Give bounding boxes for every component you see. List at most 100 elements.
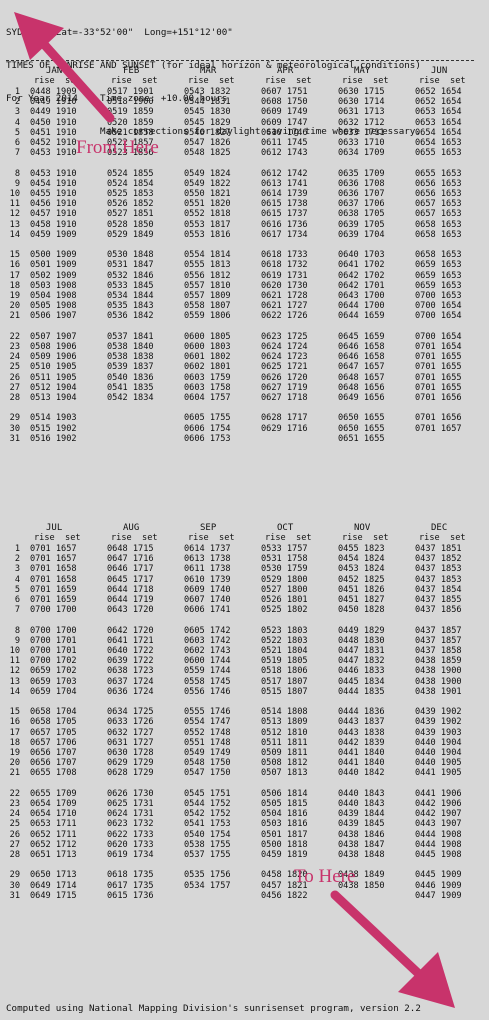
rise-set-cell: 0626 1730 xyxy=(107,788,154,799)
rise-set-cell: 0437 1852 xyxy=(415,554,462,565)
rise-set-cell: 0656 1653 xyxy=(415,189,462,199)
rise-set-cell: 0512 1904 xyxy=(30,382,77,393)
rise-set-cell: 0627 1718 xyxy=(261,393,308,403)
rise-set-cell: 0659 1704 xyxy=(30,686,77,697)
rise-set-cell: 0648 1657 xyxy=(338,372,385,383)
rise-set-cell: 0609 1740 xyxy=(184,584,231,595)
rise-set-cell: 0446 1833 xyxy=(338,666,385,677)
rise-set-cell: 0513 1904 xyxy=(30,393,77,403)
rise-set-cell: 0642 1701 xyxy=(338,280,385,291)
rise-set-cell: 0613 1741 xyxy=(261,178,308,189)
rise-set-cell: 0632 1727 xyxy=(107,727,154,738)
rise-set-cell: 0514 1808 xyxy=(261,707,308,718)
rise-set-cell: 0700 1700 xyxy=(30,605,77,616)
day-number: 4 xyxy=(14,117,20,128)
rise-set-cell: 0538 1755 xyxy=(184,839,231,850)
rise-set-cell: 0650 1713 xyxy=(30,870,77,881)
rise-set-cell: 0541 1835 xyxy=(107,382,154,393)
rise-set-cell: 0442 1839 xyxy=(338,737,385,748)
rise-set-cell: 0440 1904 xyxy=(415,737,462,748)
day-number: 7 xyxy=(14,148,20,159)
day-number: 25 xyxy=(9,362,20,373)
rise-set-cell: 0608 1750 xyxy=(261,97,308,108)
rise-set-cell: 0616 1736 xyxy=(261,219,308,230)
rise-set-cell: 0530 1848 xyxy=(107,250,154,261)
rise-set-cell: 0538 1838 xyxy=(107,352,154,363)
rise-set-cell: 0518 1806 xyxy=(261,666,308,677)
day-number: 7 xyxy=(14,605,20,616)
rise-set-cell: 0515 1902 xyxy=(30,423,77,434)
rise-set-cell: 0649 1715 xyxy=(30,890,77,901)
day-number: 29 xyxy=(9,870,20,881)
rise-set-cell: 0646 1658 xyxy=(338,342,385,352)
day-number: 31 xyxy=(9,890,20,901)
rise-set-cell: 0644 1700 xyxy=(338,301,385,312)
rise-set-cell: 0558 1807 xyxy=(184,301,231,312)
rise-set-cell: 0701 1656 xyxy=(415,393,462,403)
rise-set-cell: 0515 1807 xyxy=(261,686,308,697)
rise-set-cell: 0655 1708 xyxy=(30,768,77,779)
rise-set-cell: 0603 1759 xyxy=(184,372,231,383)
day-number: 18 xyxy=(9,737,20,748)
rise-set-cell: 0637 1706 xyxy=(338,199,385,210)
rise-set-cell: 0632 1712 xyxy=(338,117,385,128)
rise-set-cell: 0633 1710 xyxy=(338,138,385,148)
rise-set-cell: 0536 1842 xyxy=(107,311,154,322)
rise-set-cell: 0537 1841 xyxy=(107,331,154,342)
rise-set-cell: 0549 1822 xyxy=(184,178,231,189)
rise-set-cell: 0644 1719 xyxy=(107,595,154,605)
rise-set-cell: 0655 1653 xyxy=(415,148,462,159)
rise-set-cell: 0647 1716 xyxy=(107,554,154,565)
rise-set-cell: 0554 1814 xyxy=(184,250,231,261)
rise-set-cell: 0440 1905 xyxy=(415,758,462,769)
rise-set-cell: 0447 1909 xyxy=(415,890,462,901)
rise-set-cell: 0458 1910 xyxy=(30,219,77,230)
rise-set-cell: 0500 1909 xyxy=(30,250,77,261)
rise-set-cell: 0617 1735 xyxy=(107,880,154,891)
rise-set-cell: 0533 1757 xyxy=(261,544,308,554)
day-number: 24 xyxy=(9,809,20,820)
month-label: JAN xyxy=(46,66,63,76)
rise-set-cell: 0601 1802 xyxy=(184,352,231,363)
rise-set-cell: 0659 1653 xyxy=(415,280,462,291)
rise-set-cell: 0440 1904 xyxy=(415,748,462,758)
rise-set-cell: 0451 1910 xyxy=(30,127,77,138)
rise-set-cell: 0556 1746 xyxy=(184,686,231,697)
rise-set-cell: 0636 1724 xyxy=(107,686,154,697)
rise-set-cell: 0658 1653 xyxy=(415,250,462,261)
rise-set-cell: 0458 1820 xyxy=(261,870,308,881)
rise-set-cell: 0640 1703 xyxy=(338,250,385,261)
rise-set-cell: 0543 1832 xyxy=(184,87,231,97)
header-title-line: TIMES OF SUNRISE AND SUNSET (for ideal h… xyxy=(6,60,421,71)
rise-set-cell: 0506 1814 xyxy=(261,788,308,799)
month-label: FEB xyxy=(123,66,140,76)
day-number: 13 xyxy=(9,219,20,230)
month-label: OCT xyxy=(277,523,294,533)
rise-set-cell: 0645 1659 xyxy=(338,331,385,342)
month-label: SEP xyxy=(200,523,217,533)
rise-set-cell: 0610 1739 xyxy=(184,574,231,585)
rise-set-cell: 0500 1818 xyxy=(261,839,308,850)
day-number: 3 xyxy=(14,107,20,118)
rise-set-cell: 0611 1745 xyxy=(261,138,308,148)
rise-set-cell: 0445 1834 xyxy=(338,676,385,687)
rise-set-cell: 0701 1655 xyxy=(415,362,462,373)
rise-set-cell: 0629 1729 xyxy=(107,758,154,769)
rise-set-cell: 0446 1909 xyxy=(415,880,462,891)
day-number: 30 xyxy=(9,880,20,891)
rise-set-cell: 0534 1757 xyxy=(184,880,231,891)
rise-set-cell: 0525 1802 xyxy=(261,605,308,616)
rise-set-cell: 0659 1653 xyxy=(415,260,462,271)
rise-set-cell: 0638 1723 xyxy=(107,666,154,677)
rise-set-cell: 0444 1908 xyxy=(415,829,462,840)
rise-set-header: rise set xyxy=(265,76,312,86)
rise-set-cell: 0701 1659 xyxy=(30,584,77,595)
day-number: 9 xyxy=(14,178,20,189)
day-number: 25 xyxy=(9,819,20,830)
day-number: 4 xyxy=(14,574,20,585)
rise-set-cell: 0701 1656 xyxy=(415,413,462,424)
day-number: 23 xyxy=(9,342,20,352)
rise-set-cell: 0531 1758 xyxy=(261,554,308,565)
rise-set-cell: 0504 1816 xyxy=(261,809,308,820)
rise-set-cell: 0641 1702 xyxy=(338,260,385,271)
